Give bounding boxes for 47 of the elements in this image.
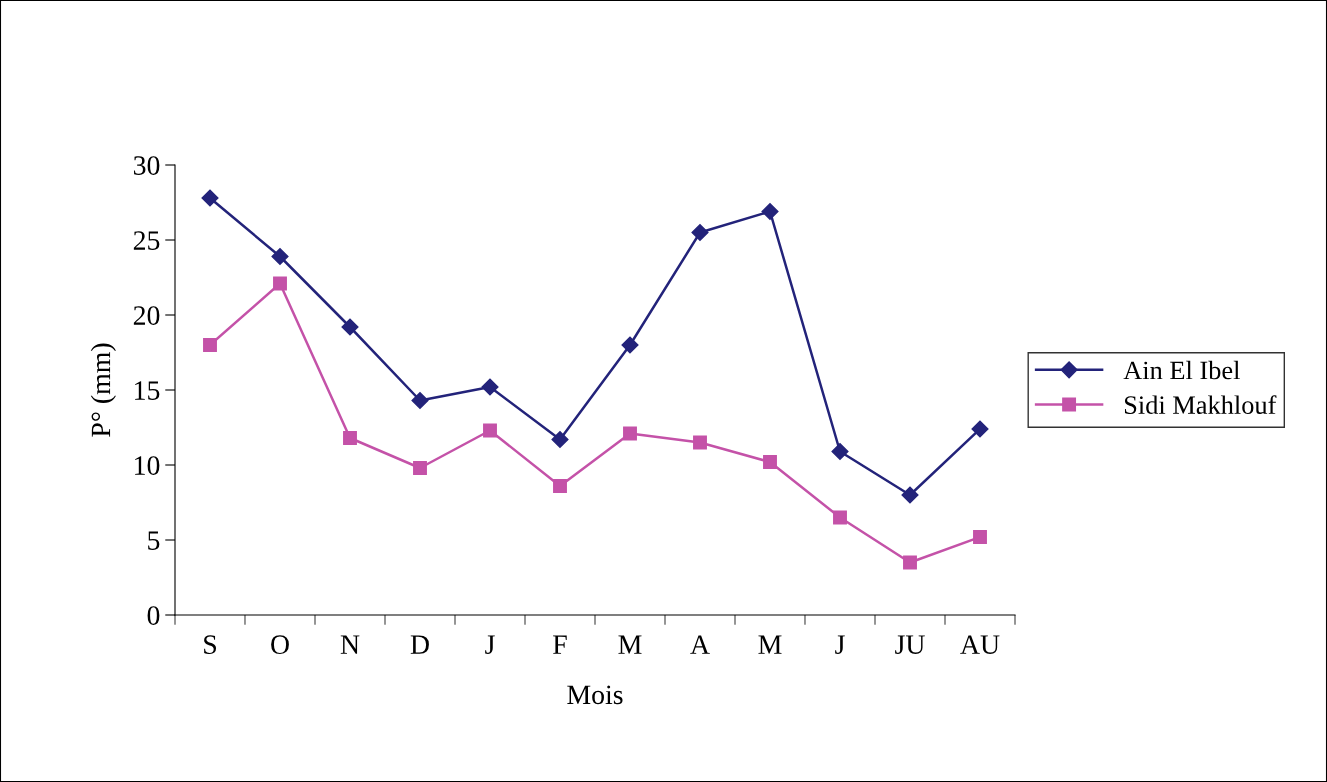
point xyxy=(551,430,569,449)
y-tick-label: 10 xyxy=(135,456,160,475)
point xyxy=(411,391,429,410)
point xyxy=(691,223,709,242)
y-tick-label: 15 xyxy=(135,381,160,400)
point xyxy=(273,276,287,291)
point xyxy=(761,202,779,221)
point xyxy=(343,431,357,445)
y-tick-label: 30 xyxy=(133,156,160,175)
x-tick-label: N xyxy=(340,635,360,654)
point xyxy=(623,426,637,441)
y-tick-label: 20 xyxy=(133,306,160,325)
x-tick-label: O xyxy=(271,635,289,654)
y-tick-label: 5 xyxy=(148,531,160,550)
y-axis-title: P° (mm) xyxy=(90,343,116,437)
point xyxy=(481,378,499,396)
legend-label: Sidi Makhlouf xyxy=(1124,395,1277,415)
legend-label: Ain El Ibel xyxy=(1123,360,1240,380)
point xyxy=(971,420,989,438)
x-axis-title: Mois xyxy=(567,685,623,705)
point xyxy=(201,189,219,207)
point xyxy=(203,338,217,352)
x-tick-label: A xyxy=(690,635,710,654)
x-tick-label: J xyxy=(835,635,845,654)
point xyxy=(621,336,639,354)
point xyxy=(413,461,427,475)
point xyxy=(693,435,707,450)
point xyxy=(903,555,917,570)
point xyxy=(341,318,359,336)
y-tick-label: 25 xyxy=(133,231,160,250)
x-tick-label: AU xyxy=(960,635,1000,654)
point xyxy=(553,479,567,493)
x-tick-label: M xyxy=(758,635,782,654)
x-tick-label: J xyxy=(485,635,495,654)
x-tick-label: F xyxy=(553,635,567,654)
point xyxy=(901,486,919,504)
point xyxy=(271,247,289,266)
point xyxy=(833,510,847,525)
point xyxy=(973,530,987,544)
point xyxy=(483,423,497,438)
x-tick-label: S xyxy=(204,635,216,654)
point xyxy=(831,442,849,461)
x-tick-label: JU xyxy=(895,635,925,654)
point xyxy=(763,455,777,469)
y-tick-label: 0 xyxy=(147,606,160,625)
x-tick-label: D xyxy=(410,635,429,654)
x-tick-label: M xyxy=(618,635,642,654)
